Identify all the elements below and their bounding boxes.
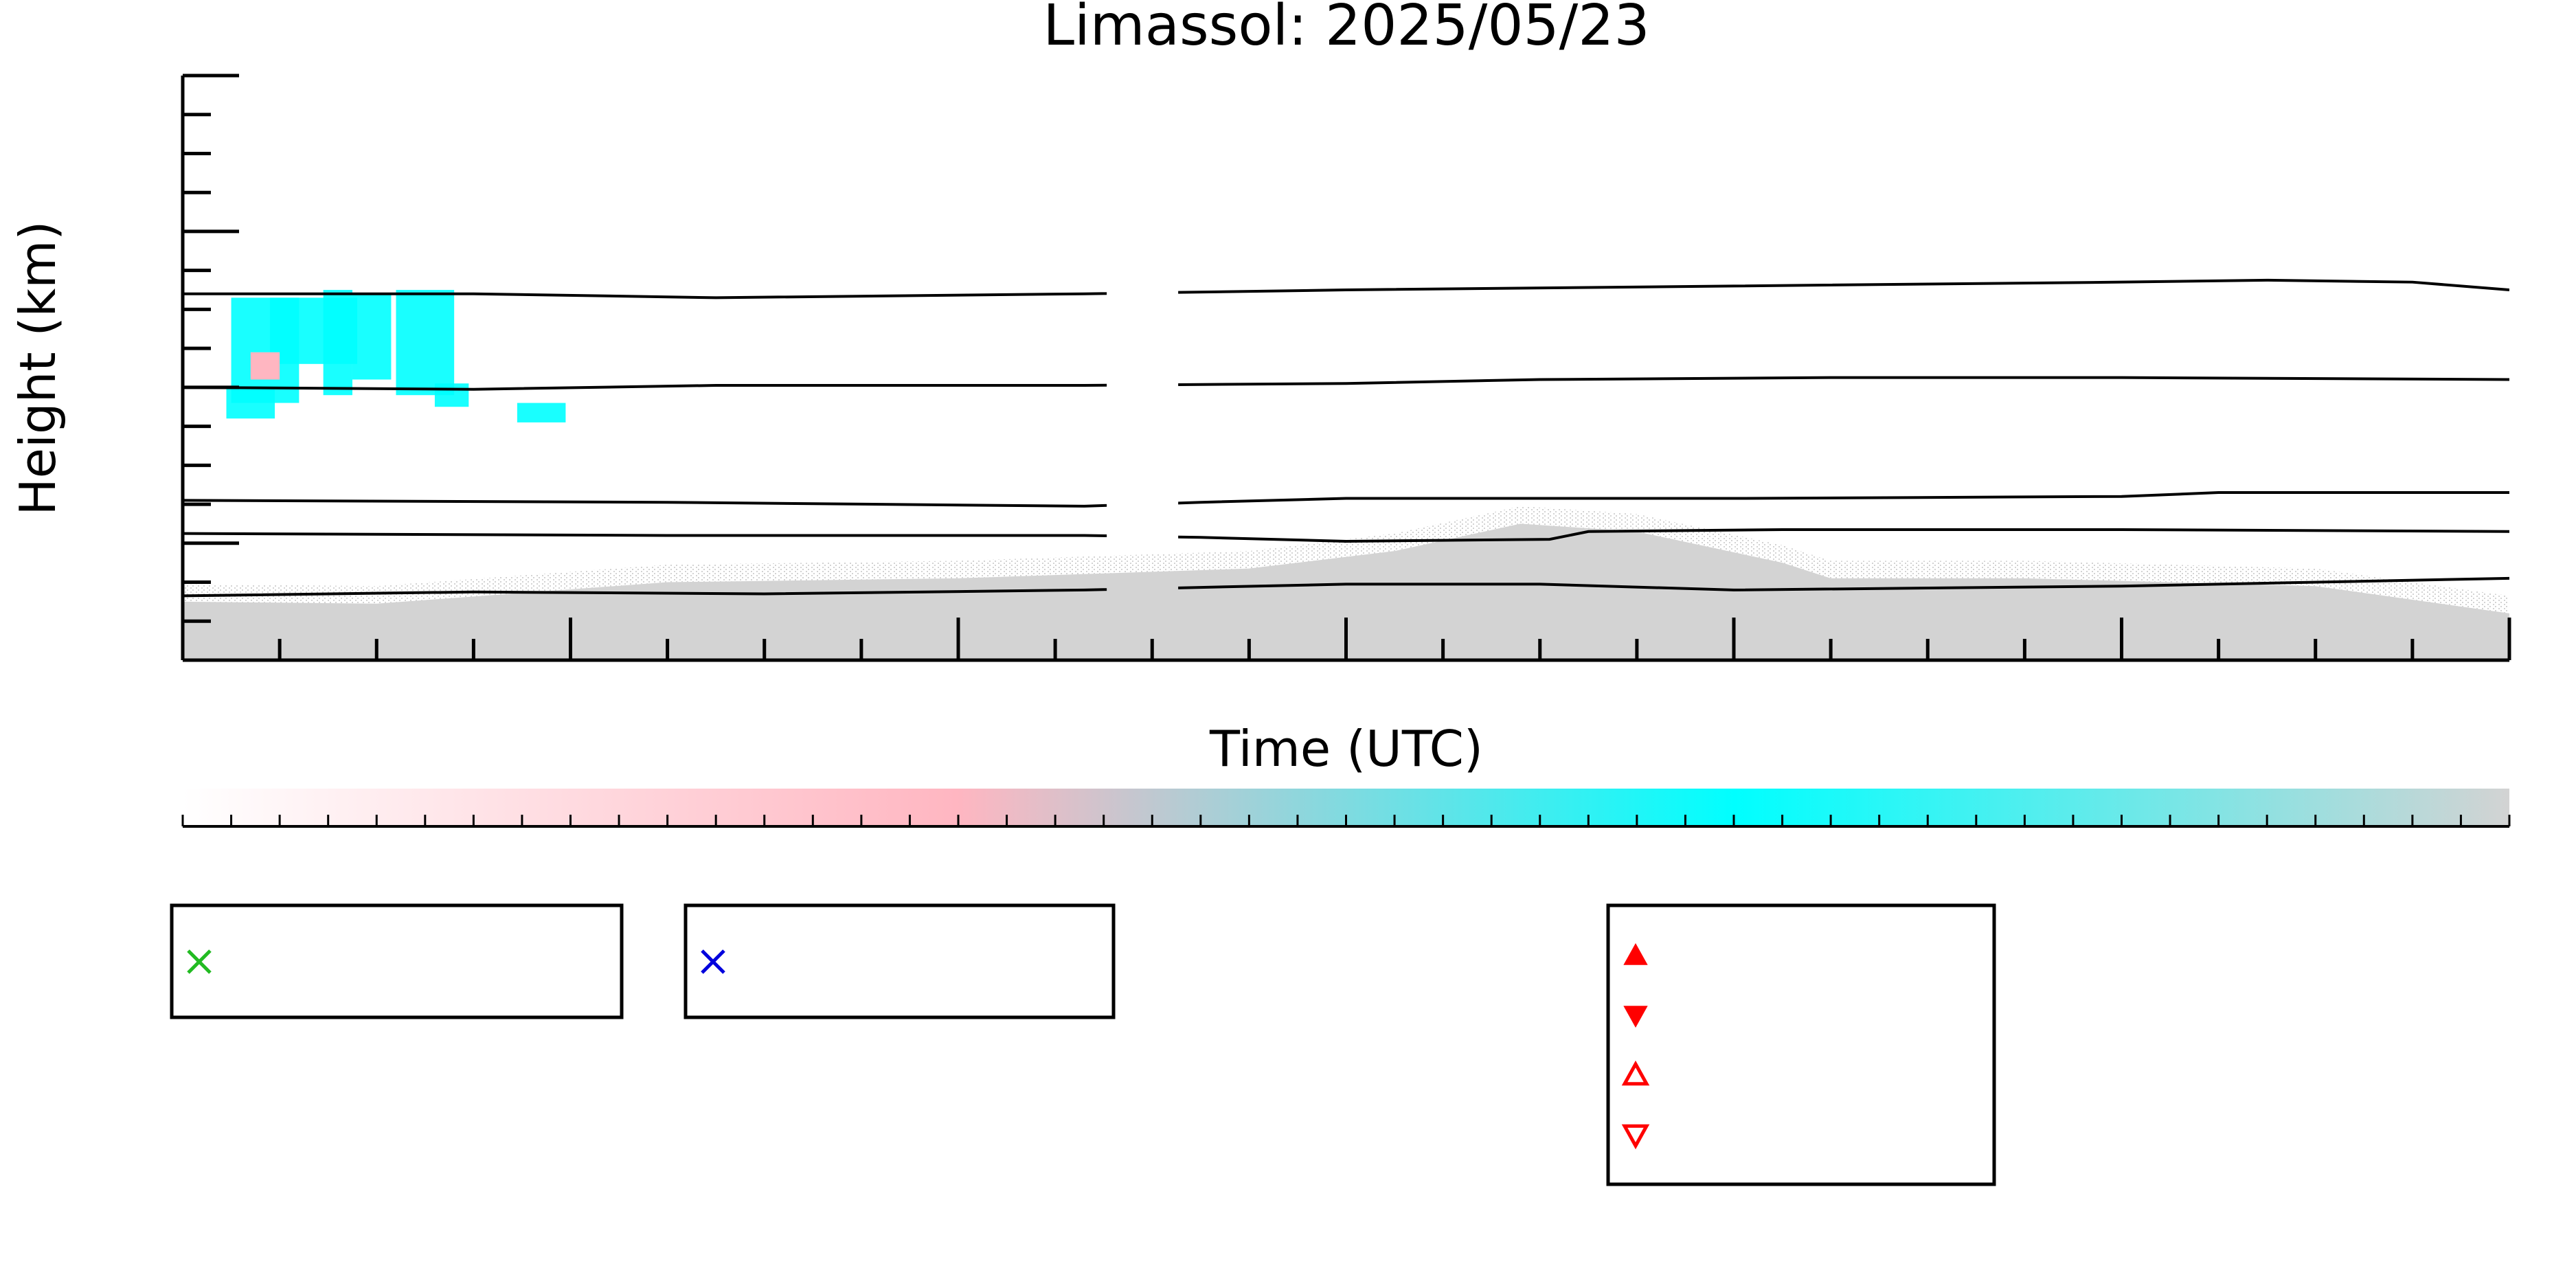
ice-cloud-patch [396,290,455,396]
x-marker-icon [701,949,725,974]
triangle-down-icon [1623,1006,1648,1028]
contour-290 [183,576,2509,598]
contour-279 [183,528,2509,543]
ice-cloud-patch [352,293,392,380]
chart-title: Limassol: 2025/05/23 [1043,0,1649,58]
y-axis-label: Height (km) [9,221,67,516]
contour-line [183,376,2509,391]
legend-box-2 [683,903,1116,1019]
legend-box-3 [1606,903,1996,1186]
contour-230 [183,278,2509,300]
x-axis-label: Time (UTC) [1209,720,1483,778]
contour-line [183,491,2509,508]
contour-line [183,528,2509,543]
contour-line [183,278,2509,300]
plot-area [181,74,2511,662]
legend-frame [1606,903,1996,1186]
legend-frame [170,903,624,1019]
colorbar [181,789,2511,828]
triangle-up-icon [1621,1060,1650,1086]
ice-cloud-patch [323,290,352,396]
water-cloud-patch [250,352,280,380]
legend-box-1 [170,903,624,1019]
contour-273 [183,491,2509,508]
ice-cloud-patch [517,403,566,422]
x-marker-icon [187,949,212,974]
ice-cloud-patch [226,387,275,419]
contour-250 [183,376,2509,391]
other-class-band [183,523,2509,660]
triangle-up-icon [1623,942,1648,965]
ice-cloud-patch [434,383,469,407]
legend-frame [683,903,1116,1019]
legends [170,903,1996,1186]
contour-line [183,576,2509,598]
triangle-down-icon [1621,1124,1650,1150]
